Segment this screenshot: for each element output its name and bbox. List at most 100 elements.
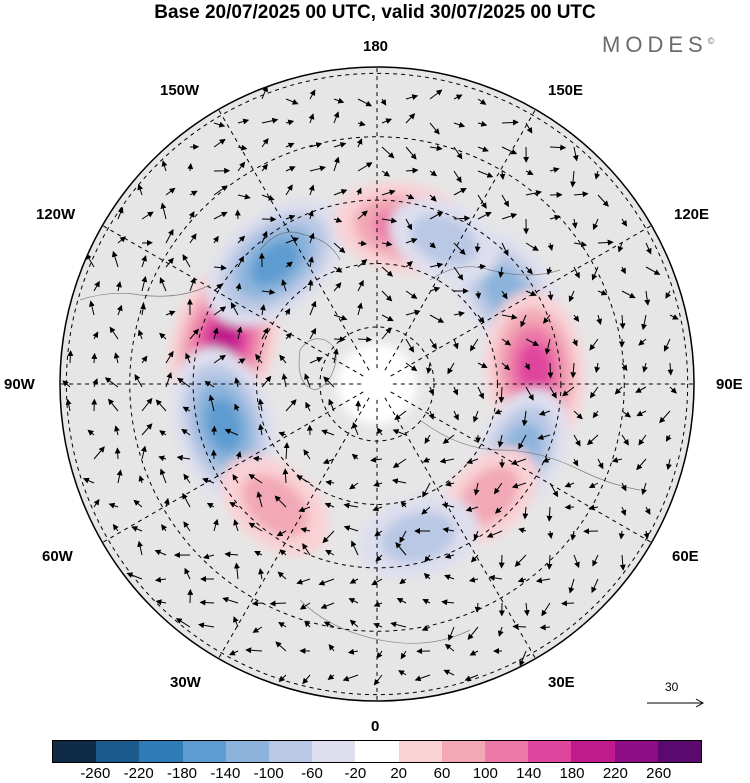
wind-vector	[175, 618, 191, 628]
wind-vector	[525, 290, 537, 297]
wind-vector	[473, 530, 480, 541]
colorbar-swatch	[53, 741, 97, 762]
wind-vector	[85, 253, 95, 268]
wind-vector	[381, 146, 395, 159]
wind-vector	[488, 574, 503, 581]
wind-vector	[235, 282, 242, 292]
wind-vector	[159, 332, 167, 340]
wind-vector	[257, 398, 264, 412]
wind-vector	[356, 138, 363, 148]
wind-vector	[261, 288, 276, 295]
colorbar-swatch	[528, 741, 572, 762]
wind-vector	[309, 89, 316, 100]
wind-vector	[381, 170, 391, 177]
wind-vector	[237, 358, 246, 365]
wind-vector	[549, 482, 559, 498]
wind-vector	[597, 289, 608, 296]
wind-vector	[237, 255, 244, 268]
wind-vector	[645, 242, 652, 255]
wind-vector	[285, 119, 295, 126]
wind-vector	[283, 442, 290, 460]
wind-vector	[501, 242, 509, 257]
wind-vector	[114, 447, 121, 460]
wind-vector	[498, 386, 505, 404]
colorbar-swatch	[312, 741, 356, 762]
wind-vector	[82, 477, 95, 484]
lon-label-150w: 150W	[160, 82, 200, 99]
wind-vector	[447, 362, 455, 375]
wind-vector	[165, 187, 176, 196]
wind-vector	[376, 427, 383, 436]
wind-vector	[405, 261, 413, 268]
colorbar-swatch	[614, 741, 658, 762]
wind-vector	[621, 290, 636, 299]
wind-vector	[547, 242, 554, 251]
wind-vector	[165, 229, 174, 244]
latitude-circle	[65, 72, 689, 696]
wind-vector	[302, 543, 311, 556]
wind-vector	[234, 403, 240, 412]
wind-vector	[117, 236, 127, 244]
wind-vector	[400, 650, 407, 660]
lon-label-0: 0	[371, 718, 380, 735]
colorbar-swatch	[355, 741, 399, 762]
wind-vector	[638, 434, 647, 446]
wind-vector	[187, 163, 194, 172]
wind-vector	[137, 183, 144, 196]
wind-vector	[352, 421, 359, 436]
wind-vector	[324, 502, 335, 509]
colorbar-tick-label: -100	[253, 765, 284, 782]
wind-vector	[276, 530, 287, 537]
wind-vector	[281, 373, 288, 388]
meridian-line	[102, 225, 364, 377]
wind-vector	[570, 530, 577, 541]
wind-vector	[256, 491, 263, 508]
wind-vector	[235, 451, 242, 460]
wind-vector	[592, 218, 599, 231]
wind-vector	[141, 397, 153, 412]
wind-vector	[588, 504, 599, 511]
wind-vector	[621, 362, 628, 372]
wind-vector	[322, 458, 335, 465]
wind-vector	[117, 206, 124, 220]
wind-vector	[328, 644, 335, 652]
anomaly-contour	[517, 342, 553, 398]
wind-vector	[414, 674, 431, 682]
wind-vector	[182, 406, 191, 413]
wind-vector	[309, 300, 317, 316]
wind-vector	[107, 398, 119, 412]
wind-vector	[405, 290, 418, 299]
wind-vector	[376, 650, 383, 659]
wind-vector	[665, 434, 672, 442]
wind-vector	[230, 302, 239, 316]
wind-vector	[429, 286, 441, 293]
wind-vector	[87, 429, 95, 436]
wind-vector	[213, 264, 227, 271]
vector-reference-label: 30	[665, 680, 679, 694]
wind-vector	[183, 473, 191, 484]
wind-vector	[477, 211, 492, 220]
wind-vector	[597, 194, 609, 207]
wind-vector	[204, 380, 215, 388]
wind-vector	[159, 468, 167, 484]
wind-vector	[421, 506, 431, 515]
wind-vector	[380, 98, 387, 106]
wind-vector	[370, 456, 383, 463]
meridian-line	[390, 391, 652, 543]
wind-vector	[372, 505, 383, 512]
wind-vector	[477, 194, 487, 209]
wind-vector	[594, 362, 601, 373]
wind-vector	[357, 240, 367, 247]
wind-vector	[307, 210, 314, 220]
wind-vector	[224, 428, 239, 436]
anomaly-contour	[380, 511, 456, 563]
wind-vector	[394, 410, 407, 421]
wind-vector	[573, 434, 581, 447]
colorbar-tick-label: -220	[123, 765, 154, 782]
wind-vector	[588, 482, 599, 489]
wind-vector	[586, 434, 599, 446]
anomaly-contour	[251, 240, 300, 285]
wind-vector	[281, 279, 287, 292]
colorbar-tick-label: 140	[516, 765, 542, 782]
wind-vector	[298, 506, 311, 513]
